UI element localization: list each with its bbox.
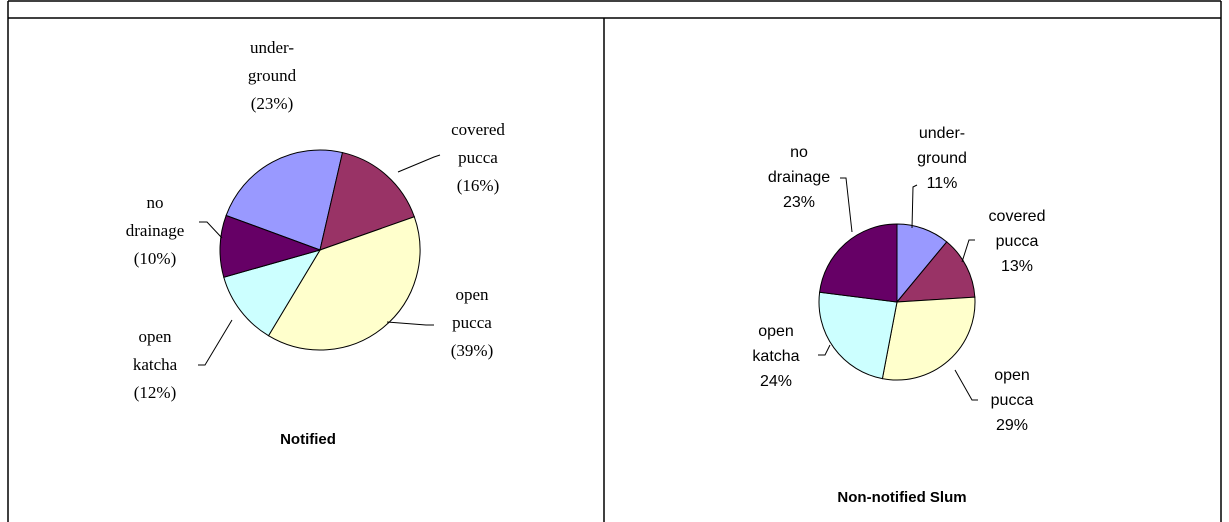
leader-line [911,184,918,229]
slice-label: under- ground 11% [917,121,967,196]
value-label: (39%) [450,341,494,360]
category-label: no drainage [767,144,831,186]
pie-slice [319,151,415,251]
slice-label: no drainage (10%) [126,189,185,273]
leader-line [818,344,831,356]
borders [7,0,1222,522]
category-label: open katcha [132,327,178,374]
value-label: (16%) [456,176,500,195]
category-label: under- ground [917,125,967,167]
slice-label: open katcha 24% [752,319,799,394]
value-label: 23% [782,194,816,211]
value-label: (12%) [133,383,177,402]
slice-label: open pucca 29% [991,363,1034,438]
slice-label: covered pucca 13% [989,204,1046,279]
pie-slice [267,216,421,351]
pie-slice [225,149,344,251]
value-label: 11% [926,175,958,192]
pie-slice [219,214,322,278]
leader-line [198,319,233,366]
pie-slice [223,249,322,337]
slice-label: covered pucca (16%) [451,116,505,200]
leader-line [397,154,441,173]
value-label: (23%) [250,94,294,113]
slice-label: no drainage 23% [768,140,830,215]
value-label: 24% [759,373,793,390]
category-label: open pucca [990,367,1034,409]
pie-slice [895,241,976,303]
chart-title: Non-notified Slum [837,489,967,506]
pie-slice [881,296,976,381]
leader-line [199,221,223,239]
slice-label: under- ground (23%) [248,34,296,118]
leader-line [840,177,853,233]
value-label: (10%) [133,249,177,268]
value-label: 13% [1000,258,1034,275]
category-label: under- ground [247,38,297,85]
category-label: no drainage [125,193,185,240]
chart-title: Notified [280,431,336,448]
category-label: open katcha [752,323,800,365]
leader-line [961,239,975,263]
pie-slice [819,223,898,303]
value-label: 29% [995,417,1029,434]
category-label: open pucca [452,285,492,332]
slice-label: open katcha (12%) [133,323,177,407]
slice-label: open pucca (39%) [451,281,493,365]
category-label: covered pucca [988,208,1046,250]
leader-line [954,369,978,401]
leader-line [386,321,434,326]
category-label: covered pucca [451,120,505,167]
pie-slice [818,291,898,380]
